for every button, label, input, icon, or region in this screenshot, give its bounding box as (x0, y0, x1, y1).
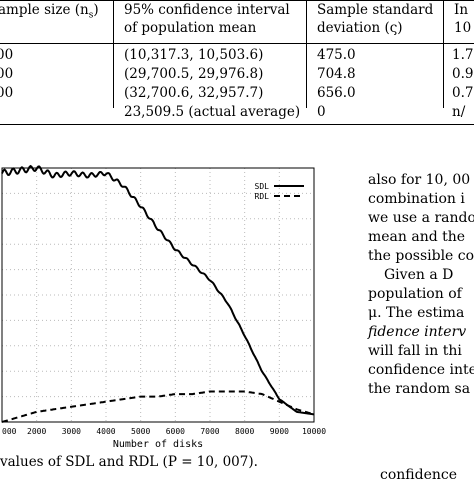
sdl-rdl-line-chart: 000 2000 3000 4000 5000 6000 7000 8000 9000 10000… (1, 164, 326, 450)
row-cell-sd: 656.0 (317, 85, 356, 101)
series-line-sdl (1, 164, 315, 416)
right-column-text: also for 10, 00 combination i we use a r… (368, 171, 474, 399)
text-line: will fall in thi (368, 343, 462, 359)
text-line: confidence inte (368, 362, 474, 378)
row-cell-col4: 0.7 (452, 85, 474, 101)
header-ci-line1: 95% confidence interval (124, 2, 290, 18)
header-sample-size-text: ample size (n (0, 2, 89, 18)
text-line: population of (368, 286, 462, 302)
header-col4: In 10 (454, 1, 471, 37)
header-sd-line2: deviation (ς) (317, 20, 403, 36)
row-cell-col4: 1.7 (452, 47, 474, 63)
table-col-divider-3 (443, 0, 444, 108)
x-tick-label: 8000 (235, 427, 254, 436)
row-cell-sd: 0 (317, 104, 326, 120)
row-cell-col4: n/ (452, 104, 466, 120)
x-tick-label: 7000 (200, 427, 219, 436)
x-tick-label: 2000 (27, 427, 46, 436)
text-line: the random sa (368, 381, 471, 397)
x-tick-label: 000 (2, 427, 17, 436)
header-sd-line1: Sample standard (317, 2, 434, 18)
x-axis-label: Number of disks (113, 439, 203, 450)
header-sample-size-subscript: s (88, 10, 94, 21)
text-line: μ. The estima (368, 305, 465, 321)
text-line: fidence interv (368, 324, 467, 340)
text-line: we use a rando (368, 210, 474, 226)
text-line: also for 10, 00 (368, 172, 471, 188)
chart-frame (1, 167, 315, 423)
table-col-divider-2 (306, 0, 307, 108)
header-col4-line2: 10 (454, 20, 472, 36)
header-confidence-interval: 95% confidence interval of population me… (124, 1, 290, 37)
series-line-rdl (1, 390, 315, 423)
text-line: the possible co (368, 248, 474, 264)
row-cell-ci: (29,700.5, 29,976.8) (124, 66, 264, 82)
x-tick-label: 5000 (131, 427, 150, 436)
chart-grid (1, 168, 315, 422)
row-cell-size: 00 (0, 85, 14, 101)
header-sample-size-close: ) (93, 2, 99, 18)
table-bottom-rule (0, 124, 474, 125)
row-cell-size: 00 (0, 47, 14, 63)
header-ci-line2: of population mean (124, 20, 257, 36)
table-header-rule (0, 43, 474, 44)
row-cell-size: 00 (0, 66, 14, 82)
row-cell-ci: (10,317.3, 10,503.6) (124, 47, 264, 63)
text-line: Given a D (384, 267, 454, 283)
legend-label-sdl: SDL (255, 182, 270, 191)
row-cell-col4: 0.9 (452, 66, 474, 82)
table-top-rule (0, 0, 474, 1)
header-std-dev: Sample standard deviation (ς) (317, 1, 433, 37)
text-line: mean and the (368, 229, 466, 245)
x-tick-label: 4000 (96, 427, 115, 436)
x-tick-label: 3000 (62, 427, 81, 436)
row-cell-ci: 23,509.5 (actual average) (124, 104, 301, 120)
legend-label-rdl: RDL (255, 192, 270, 201)
figure-caption: values of SDL and RDL (P = 10, 007). (0, 454, 258, 470)
x-tick-label: 9000 (270, 427, 289, 436)
x-tick-label: 10000 (302, 427, 326, 436)
text-line: combination i (368, 191, 465, 207)
x-tick-label: 6000 (166, 427, 185, 436)
row-cell-ci: (32,700.6, 32,957.7) (124, 85, 264, 101)
row-cell-sd: 475.0 (317, 47, 356, 63)
table-col-divider-1 (113, 0, 114, 108)
right-column-cut-line: confidence (380, 467, 458, 483)
row-cell-sd: 704.8 (317, 66, 356, 82)
x-tick-labels: 000 2000 3000 4000 5000 6000 7000 8000 9000 10000 (2, 427, 326, 436)
header-sample-size: ample size (ns) (0, 1, 99, 25)
chart-legend: SDL RDL (255, 182, 304, 201)
header-col4-line1: In (454, 2, 469, 18)
